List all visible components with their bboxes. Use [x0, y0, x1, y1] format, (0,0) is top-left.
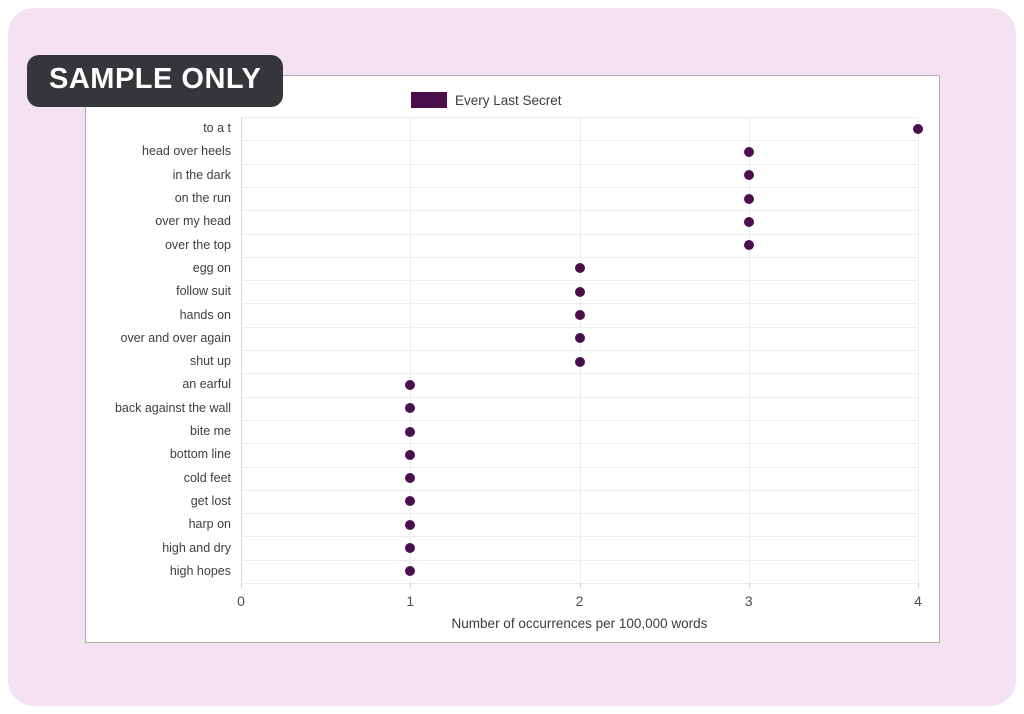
gridline-vertical: [748, 117, 750, 583]
data-point-dot: [574, 310, 585, 321]
y-category-label: on the run: [174, 191, 231, 206]
y-category-label: an earful: [182, 377, 231, 392]
data-point-dot: [405, 403, 416, 414]
chart-card: Every Last Secret to a t head over heels i…: [85, 75, 940, 643]
x-axis-tick-mark: [410, 583, 412, 588]
y-category-label: shut up: [189, 354, 231, 369]
x-tick-label: 4: [914, 593, 922, 609]
y-category-label: harp on: [188, 517, 231, 532]
legend-series-label: Every Last Secret: [455, 92, 562, 108]
y-category-label: back against the wall: [114, 400, 231, 415]
pink-panel: Every Last Secret to a t head over heels i…: [8, 8, 1016, 706]
sample-only-label: SAMPLE ONLY: [49, 63, 262, 95]
y-category-label: over the top: [164, 237, 231, 252]
data-point-dot: [574, 286, 585, 297]
y-category-label: get lost: [190, 493, 231, 508]
data-point-dot: [574, 333, 585, 344]
y-category-label: high and dry: [162, 540, 231, 555]
data-point-dot: [743, 216, 754, 227]
gridline-vertical: [241, 117, 242, 583]
y-category-label: bite me: [190, 424, 231, 439]
data-point-dot: [405, 519, 416, 530]
plot-area: [241, 117, 923, 588]
data-point-dot: [405, 543, 416, 554]
data-point-dot: [743, 170, 754, 181]
data-point-dot: [405, 379, 416, 390]
y-category-label: over and over again: [120, 330, 232, 345]
x-axis-tick-mark: [579, 583, 581, 588]
y-category-label: to a t: [203, 121, 231, 136]
data-point-dot: [405, 496, 416, 507]
y-category-label: in the dark: [172, 167, 231, 182]
data-point-dot: [574, 356, 585, 367]
gridline-vertical: [410, 117, 412, 583]
data-point-dot: [743, 146, 754, 157]
data-point-dot: [405, 449, 416, 460]
data-point-dot: [743, 193, 754, 204]
x-tick-label: 1: [406, 593, 415, 609]
x-axis-tick-mark: [241, 583, 242, 588]
x-tick-label: 3: [744, 593, 753, 609]
sample-only-badge: SAMPLE ONLY: [27, 55, 284, 107]
data-point-dot: [405, 426, 416, 437]
gridline-vertical: [918, 117, 919, 583]
x-axis-tick-mark: [918, 583, 919, 588]
y-category-label: follow suit: [176, 284, 231, 299]
chart-legend: Every Last Secret: [411, 92, 562, 108]
y-category-label: head over heels: [142, 144, 231, 159]
y-category-label: over my head: [155, 214, 231, 229]
x-tick-label: 0: [237, 593, 245, 609]
x-tick-label: 2: [575, 593, 584, 609]
gridline-vertical: [579, 117, 581, 583]
legend-swatch: [411, 92, 447, 108]
x-axis-tick-mark: [748, 583, 750, 588]
data-point-dot: [743, 240, 754, 251]
y-category-label: egg on: [192, 260, 231, 275]
data-point-dot: [574, 263, 585, 274]
y-category-label: cold feet: [183, 470, 231, 485]
data-point-dot: [405, 566, 416, 577]
y-category-label: high hopes: [169, 563, 231, 578]
data-point-dot: [913, 123, 923, 134]
y-category-label: bottom line: [169, 447, 231, 462]
y-category-label: hands on: [179, 307, 231, 322]
data-point-dot: [405, 473, 416, 484]
x-axis-title: Number of occurrences per 100,000 words: [451, 616, 708, 631]
